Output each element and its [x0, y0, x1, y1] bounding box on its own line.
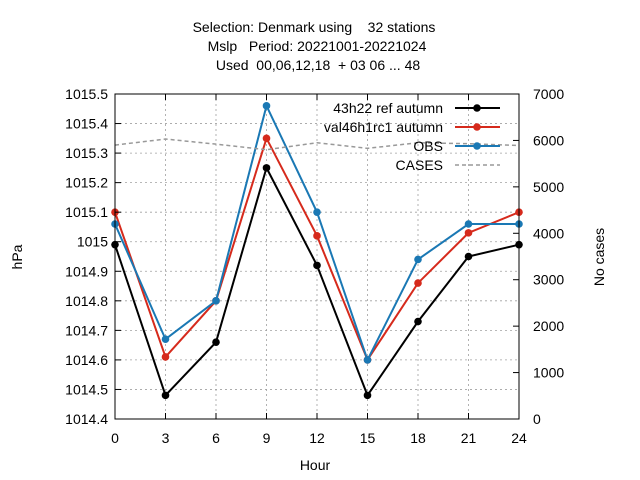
series-layer: [111, 102, 523, 400]
y2-tick-label: 0: [533, 411, 541, 427]
y2-tick-label: 6000: [533, 132, 564, 148]
x-tick-label: 24: [511, 430, 527, 446]
data-point-val46h1rc1_autumn: [414, 279, 422, 287]
y2-tick-label: 7000: [533, 86, 564, 102]
x-axis-label: Hour: [300, 457, 331, 473]
x-tick-label: 6: [212, 430, 220, 446]
data-point-OBS: [464, 220, 473, 228]
data-point-43h22_ref_autumn: [414, 317, 422, 326]
title-line-2: Mslp Period: 20221001-20221024: [208, 38, 427, 54]
data-point-OBS: [414, 255, 422, 264]
legend-label: 43h22 ref autumn: [333, 100, 443, 116]
series-line-CASES: [114, 138, 520, 151]
data-point-val46h1rc1_autumn: [161, 353, 170, 361]
data-point-val46h1rc1_autumn: [464, 229, 473, 237]
x-tick-label: 0: [111, 430, 119, 446]
x-tick-label: 21: [461, 430, 477, 446]
legend-label: val46h1rc1 autumn: [324, 119, 443, 135]
y2-tick-label: 4000: [533, 225, 564, 241]
y-tick-label: 1015.2: [65, 175, 108, 191]
series-OBS: [111, 102, 523, 364]
data-point-43h22_ref_autumn: [161, 391, 170, 400]
y-tick-label: 1014.4: [65, 411, 108, 427]
ticks: 0 3 6 9 12 15 18 21 24 1014.4 1014.5 1014.6 1014.7 10…: [65, 86, 564, 446]
y-tick-label: 1015.5: [65, 86, 108, 102]
y-axis-label: hPa: [9, 244, 25, 269]
y-tick-label: 1015.4: [65, 116, 108, 132]
series-43h22_ref_autumn: [111, 164, 523, 400]
data-point-43h22_ref_autumn: [212, 338, 220, 346]
x-tick-label: 12: [309, 430, 325, 446]
legend-marker: [473, 123, 481, 131]
y-tick-label: 1015: [77, 234, 108, 250]
y2-axis-label: No cases: [591, 228, 607, 286]
y-tick-label: 1014.6: [65, 352, 108, 368]
y2-tick-label: 3000: [533, 272, 564, 288]
y2-tick-label: 1000: [533, 365, 564, 381]
y-tick-label: 1015.3: [65, 145, 108, 161]
y-tick-label: 1014.8: [65, 293, 108, 309]
data-point-43h22_ref_autumn: [363, 391, 372, 400]
y-tick-label: 1015.1: [65, 204, 108, 220]
legend: 43h22 ref autumn val46h1rc1 autumn OBS CASE…: [324, 100, 500, 173]
y-tick-label: 1014.5: [65, 381, 108, 397]
legend-marker: [473, 104, 481, 112]
series-line-43h22_ref_autumn: [114, 165, 520, 398]
legend-entry-val46h1rc1_autumn: val46h1rc1 autumn: [324, 119, 500, 135]
data-point-OBS: [363, 356, 372, 364]
x-tick-label: 18: [410, 430, 426, 446]
x-tick-label: 3: [162, 430, 170, 446]
legend-entry-43h22_ref_autumn: 43h22 ref autumn: [333, 100, 500, 116]
title-line-1: Selection: Denmark using 32 stations: [193, 19, 436, 35]
data-point-OBS: [262, 102, 271, 110]
legend-label: CASES: [396, 157, 443, 173]
data-point-43h22_ref_autumn: [464, 252, 473, 261]
data-point-val46h1rc1_autumn: [313, 232, 321, 240]
data-point-val46h1rc1_autumn: [262, 134, 271, 143]
legend-entry-OBS: OBS: [413, 138, 500, 154]
y2-tick-label: 2000: [533, 318, 564, 334]
y2-tick-label: 5000: [533, 179, 564, 195]
legend-label: OBS: [413, 138, 443, 154]
grid: [115, 94, 519, 419]
data-point-OBS: [161, 335, 170, 344]
chart-title: Selection: Denmark using 32 stations Msl…: [193, 19, 436, 73]
x-tick-label: 15: [360, 430, 376, 446]
data-point-OBS: [313, 208, 321, 216]
data-point-OBS: [212, 297, 220, 305]
data-point-43h22_ref_autumn: [313, 261, 321, 270]
legend-entry-CASES: CASES: [396, 157, 500, 173]
y-tick-label: 1014.7: [65, 322, 108, 338]
data-point-43h22_ref_autumn: [262, 164, 271, 172]
legend-marker: [473, 142, 481, 150]
title-line-3: Used 00,06,12,18 + 03 06 ... 48: [216, 57, 421, 73]
series-CASES: [114, 138, 520, 151]
x-tick-label: 9: [263, 430, 271, 446]
y-tick-label: 1014.9: [65, 263, 108, 279]
